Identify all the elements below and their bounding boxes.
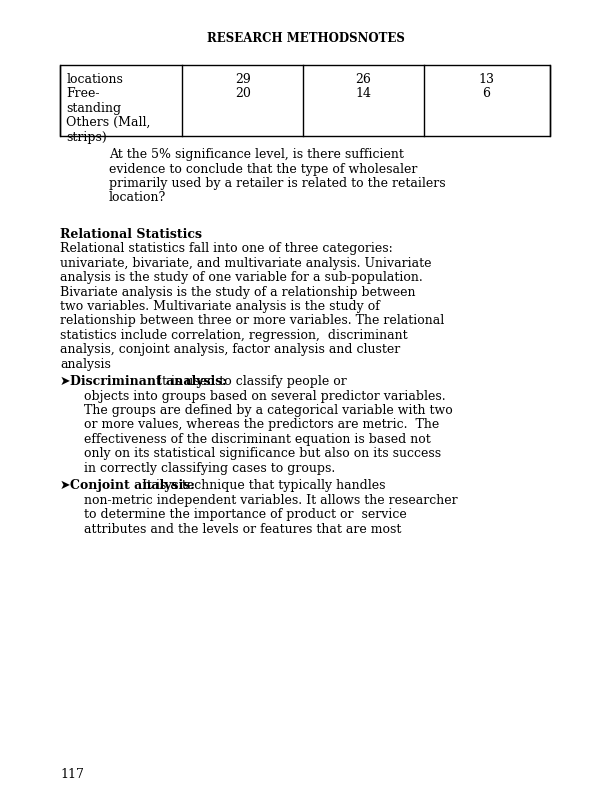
Text: strips): strips) [66, 131, 107, 143]
Text: locations: locations [66, 73, 123, 86]
Text: Bivariate analysis is the study of a relationship between: Bivariate analysis is the study of a rel… [60, 286, 416, 299]
Text: analysis: analysis [60, 358, 111, 371]
Text: in correctly classifying cases to groups.: in correctly classifying cases to groups… [84, 462, 336, 474]
Text: 14: 14 [355, 87, 371, 101]
Text: to determine the importance of product or  service: to determine the importance of product o… [84, 508, 407, 521]
Text: The groups are defined by a categorical variable with two: The groups are defined by a categorical … [84, 404, 453, 417]
Text: Discriminant analysis:: Discriminant analysis: [70, 375, 226, 388]
Text: 29: 29 [235, 73, 250, 86]
Text: analysis is the study of one variable for a sub-population.: analysis is the study of one variable fo… [60, 271, 423, 284]
Text: 20: 20 [235, 87, 250, 101]
Text: evidence to conclude that the type of wholesaler: evidence to conclude that the type of wh… [109, 162, 417, 176]
Text: only on its statistical significance but also on its success: only on its statistical significance but… [84, 447, 442, 460]
Text: location?: location? [109, 192, 166, 204]
Text: primarily used by a retailer is related to the retailers: primarily used by a retailer is related … [109, 177, 446, 190]
Text: effectiveness of the discriminant equation is based not: effectiveness of the discriminant equati… [84, 433, 431, 446]
Text: univariate, bivariate, and multivariate analysis. Univariate: univariate, bivariate, and multivariate … [60, 257, 431, 270]
Text: Relational statistics fall into one of three categories:: Relational statistics fall into one of t… [60, 242, 393, 255]
Bar [60, 65, 550, 136]
Text: Free-: Free- [66, 87, 100, 101]
Text: Relational Statistics: Relational Statistics [60, 228, 202, 241]
Text: two variables. Multivariate analysis is the study of: two variables. Multivariate analysis is … [60, 300, 380, 313]
Text: or more values, whereas the predictors are metric.  The: or more values, whereas the predictors a… [84, 418, 439, 432]
Text: attributes and the levels or features that are most: attributes and the levels or features th… [84, 523, 402, 535]
Text: It is a technique that typically handles: It is a technique that typically handles [138, 479, 385, 493]
Text: It is used to classify people or: It is used to classify people or [152, 375, 346, 388]
Text: objects into groups based on several predictor variables.: objects into groups based on several pre… [84, 390, 446, 402]
Text: Conjoint analysis:: Conjoint analysis: [70, 479, 195, 493]
Text: Others (Mall,: Others (Mall, [66, 116, 151, 129]
Text: statistics include correlation, regression,  discriminant: statistics include correlation, regressi… [60, 329, 408, 342]
Text: ➤: ➤ [60, 479, 70, 493]
Text: standing: standing [66, 101, 121, 115]
Text: analysis, conjoint analysis, factor analysis and cluster: analysis, conjoint analysis, factor anal… [60, 343, 400, 356]
Text: 117: 117 [60, 768, 84, 781]
Text: ➤: ➤ [60, 375, 70, 388]
Text: At the 5% significance level, is there sufficient: At the 5% significance level, is there s… [109, 148, 404, 161]
Text: 6: 6 [482, 87, 491, 101]
Text: 13: 13 [479, 73, 494, 86]
Text: relationship between three or more variables. The relational: relationship between three or more varia… [60, 314, 444, 327]
Text: RESEARCH METHODSNOTES: RESEARCH METHODSNOTES [207, 32, 405, 44]
Text: 26: 26 [356, 73, 371, 86]
Text: non-metric independent variables. It allows the researcher: non-metric independent variables. It all… [84, 493, 458, 507]
